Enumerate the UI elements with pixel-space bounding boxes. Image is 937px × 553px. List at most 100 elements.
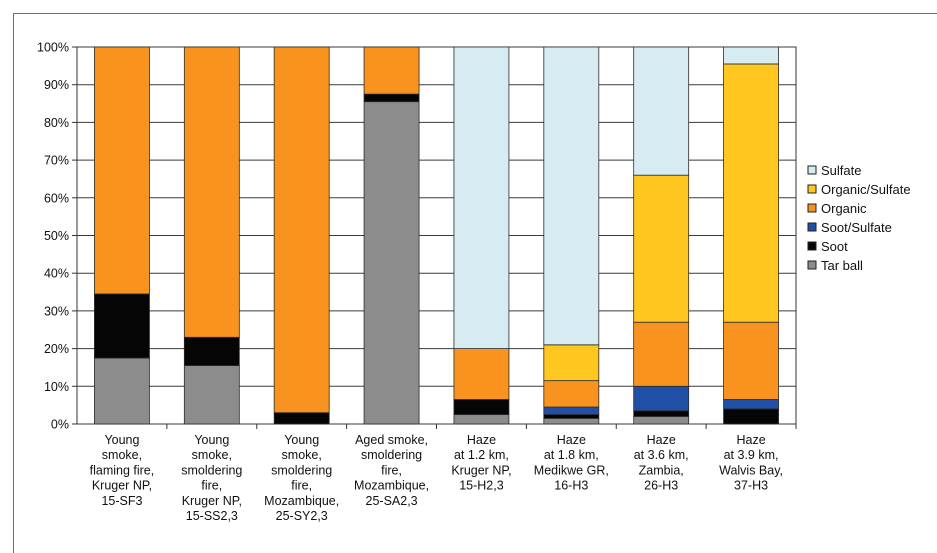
y-tick-label: 80% [44,116,69,130]
x-category-label-line: flaming fire, [90,463,155,477]
bar-segment-organic [723,321,779,400]
legend-swatch [807,241,817,251]
legend-swatch [807,165,817,175]
y-tick-label: 90% [44,78,69,92]
bar-segment-soot [633,410,690,417]
bar-segment-soot [273,412,330,425]
legend-label: Soot [821,239,848,254]
x-category-label-line: 25-SY2,3 [276,509,328,523]
x-category-label-line: 25-SA2,3 [366,494,418,508]
x-category-label-line: 15-H2,3 [459,479,504,493]
chart-frame [13,13,937,553]
bar-segment-soot [94,293,150,359]
y-tick-label: 70% [44,154,69,168]
bar-segment-organic [633,321,690,387]
bar-segment-organic-sulfate [633,174,690,323]
y-tick-label: 100% [37,41,69,55]
x-category-label-line: fire, [381,463,402,477]
legend-label: Organic [821,201,867,216]
x-category-label-line: Kruger NP, [182,494,242,508]
bar-segment-tar-ball [543,417,600,425]
bar-segment-tar-ball [633,416,690,425]
x-category-label-line: fire, [201,479,222,493]
x-category-label-line: smoke, [192,448,232,462]
y-tick-label: 60% [44,191,69,205]
x-category-label-line: Kruger NP, [451,463,511,477]
bar-segment-organic-sulfate [723,63,779,323]
x-category-label-line: at 1.8 km, [544,448,599,462]
bar-segment-organic [543,380,600,408]
x-category-label: Haze at 1.2 km, Kruger NP, 15-H2,3 [451,433,511,493]
bar-segment-sulfate [453,46,510,350]
x-category-label-line: at 3.6 km, [634,448,689,462]
x-category-label-line: Young [104,433,139,447]
x-category-label-line: at 1.2 km, [454,448,509,462]
bar-segment-organic [453,348,510,400]
bar-segment-soot [453,399,510,415]
bar-segment-tar-ball [183,365,240,425]
x-category-label-line: 15-SS2,3 [186,509,238,523]
x-category-label-line: Haze [736,433,765,447]
x-category-label-line: 26-H3 [644,479,678,493]
x-category-label-line: Mozambique, [264,494,339,508]
x-category-label-line: smoldering [361,448,422,462]
x-category-label-line: 15-SF3 [101,494,142,508]
x-category-label-line: Aged smoke, [355,433,428,447]
x-category-label-line: smoldering [181,463,242,477]
bar-segment-sulfate [633,46,690,176]
bar-segment-sulfate [543,46,600,346]
x-category-label-line: Young [194,433,229,447]
y-tick-label: 0% [51,418,69,432]
legend-swatch [807,184,817,194]
x-category-label-line: Haze [557,433,586,447]
x-category-label-line: Young [284,433,319,447]
y-tick-label: 30% [44,304,69,318]
y-tick-label: 10% [44,380,69,394]
x-category-label: Haze at 1.8 km, Medikwe GR, 16-H3 [534,433,609,493]
legend-swatch [807,222,817,232]
legend-label: Tar ball [821,258,863,273]
legend-label: Soot/Sulfate [821,220,892,235]
x-category-label-line: Medikwe GR, [534,463,609,477]
bar-segment-organic [363,46,420,95]
x-category-label: Young smoke, flaming fire, Kruger NP, 15-SF3 [90,433,155,508]
bar-segment-soot [183,336,240,366]
x-category-label-line: Kruger NP, [92,479,152,493]
y-tick-label: 40% [44,267,69,281]
bar-segment-organic [94,46,150,295]
bar-segment-tar-ball [453,414,510,425]
x-category-label-line: 16-H3 [554,479,588,493]
bar-segment-soot [363,93,420,103]
x-category-label-line: Zambia, [639,463,684,477]
legend-label: Sulfate [821,163,861,178]
x-category-label-line: smoke, [282,448,322,462]
x-category-label-line: at 3.9 km, [724,448,779,462]
bar-segment-tar-ball [94,357,150,425]
legend-label: Organic/Sulfate [821,182,911,197]
bar-segment-soot [723,408,779,425]
x-category-label: Aged smoke, smoldering fire, Mozambique, 25-… [354,433,429,508]
bar-segment-soot [543,414,600,419]
y-tick-label: 50% [44,229,69,243]
x-category-label-line: Mozambique, [354,479,429,493]
bar-segment-soot-sulfate [543,406,600,415]
legend-swatch [807,203,817,213]
legend-swatch [807,260,817,270]
x-category-label-line: smoke, [102,448,142,462]
y-tick-label: 20% [44,342,69,356]
x-category-label-line: Haze [467,433,496,447]
bar-segment-sulfate [723,46,779,65]
x-category-label: Haze at 3.6 km, Zambia, 26-H3 [634,433,689,493]
bar-segment-soot-sulfate [633,385,690,412]
x-category-label-line: smoldering [271,463,332,477]
bar-segment-organic [273,46,330,414]
x-category-label: Young smoke, smoldering fire, Mozambique, 25-… [264,433,339,523]
x-category-label-line: fire, [291,479,312,493]
bar-segment-tar-ball [363,101,420,425]
bar-segment-organic [183,46,240,338]
x-category-label-line: Walvis Bay, [719,463,783,477]
x-category-label: Haze at 3.9 km, Walvis Bay, 37-H3 [719,433,783,493]
bar-segment-soot-sulfate [723,399,779,410]
x-category-label-line: Haze [647,433,676,447]
